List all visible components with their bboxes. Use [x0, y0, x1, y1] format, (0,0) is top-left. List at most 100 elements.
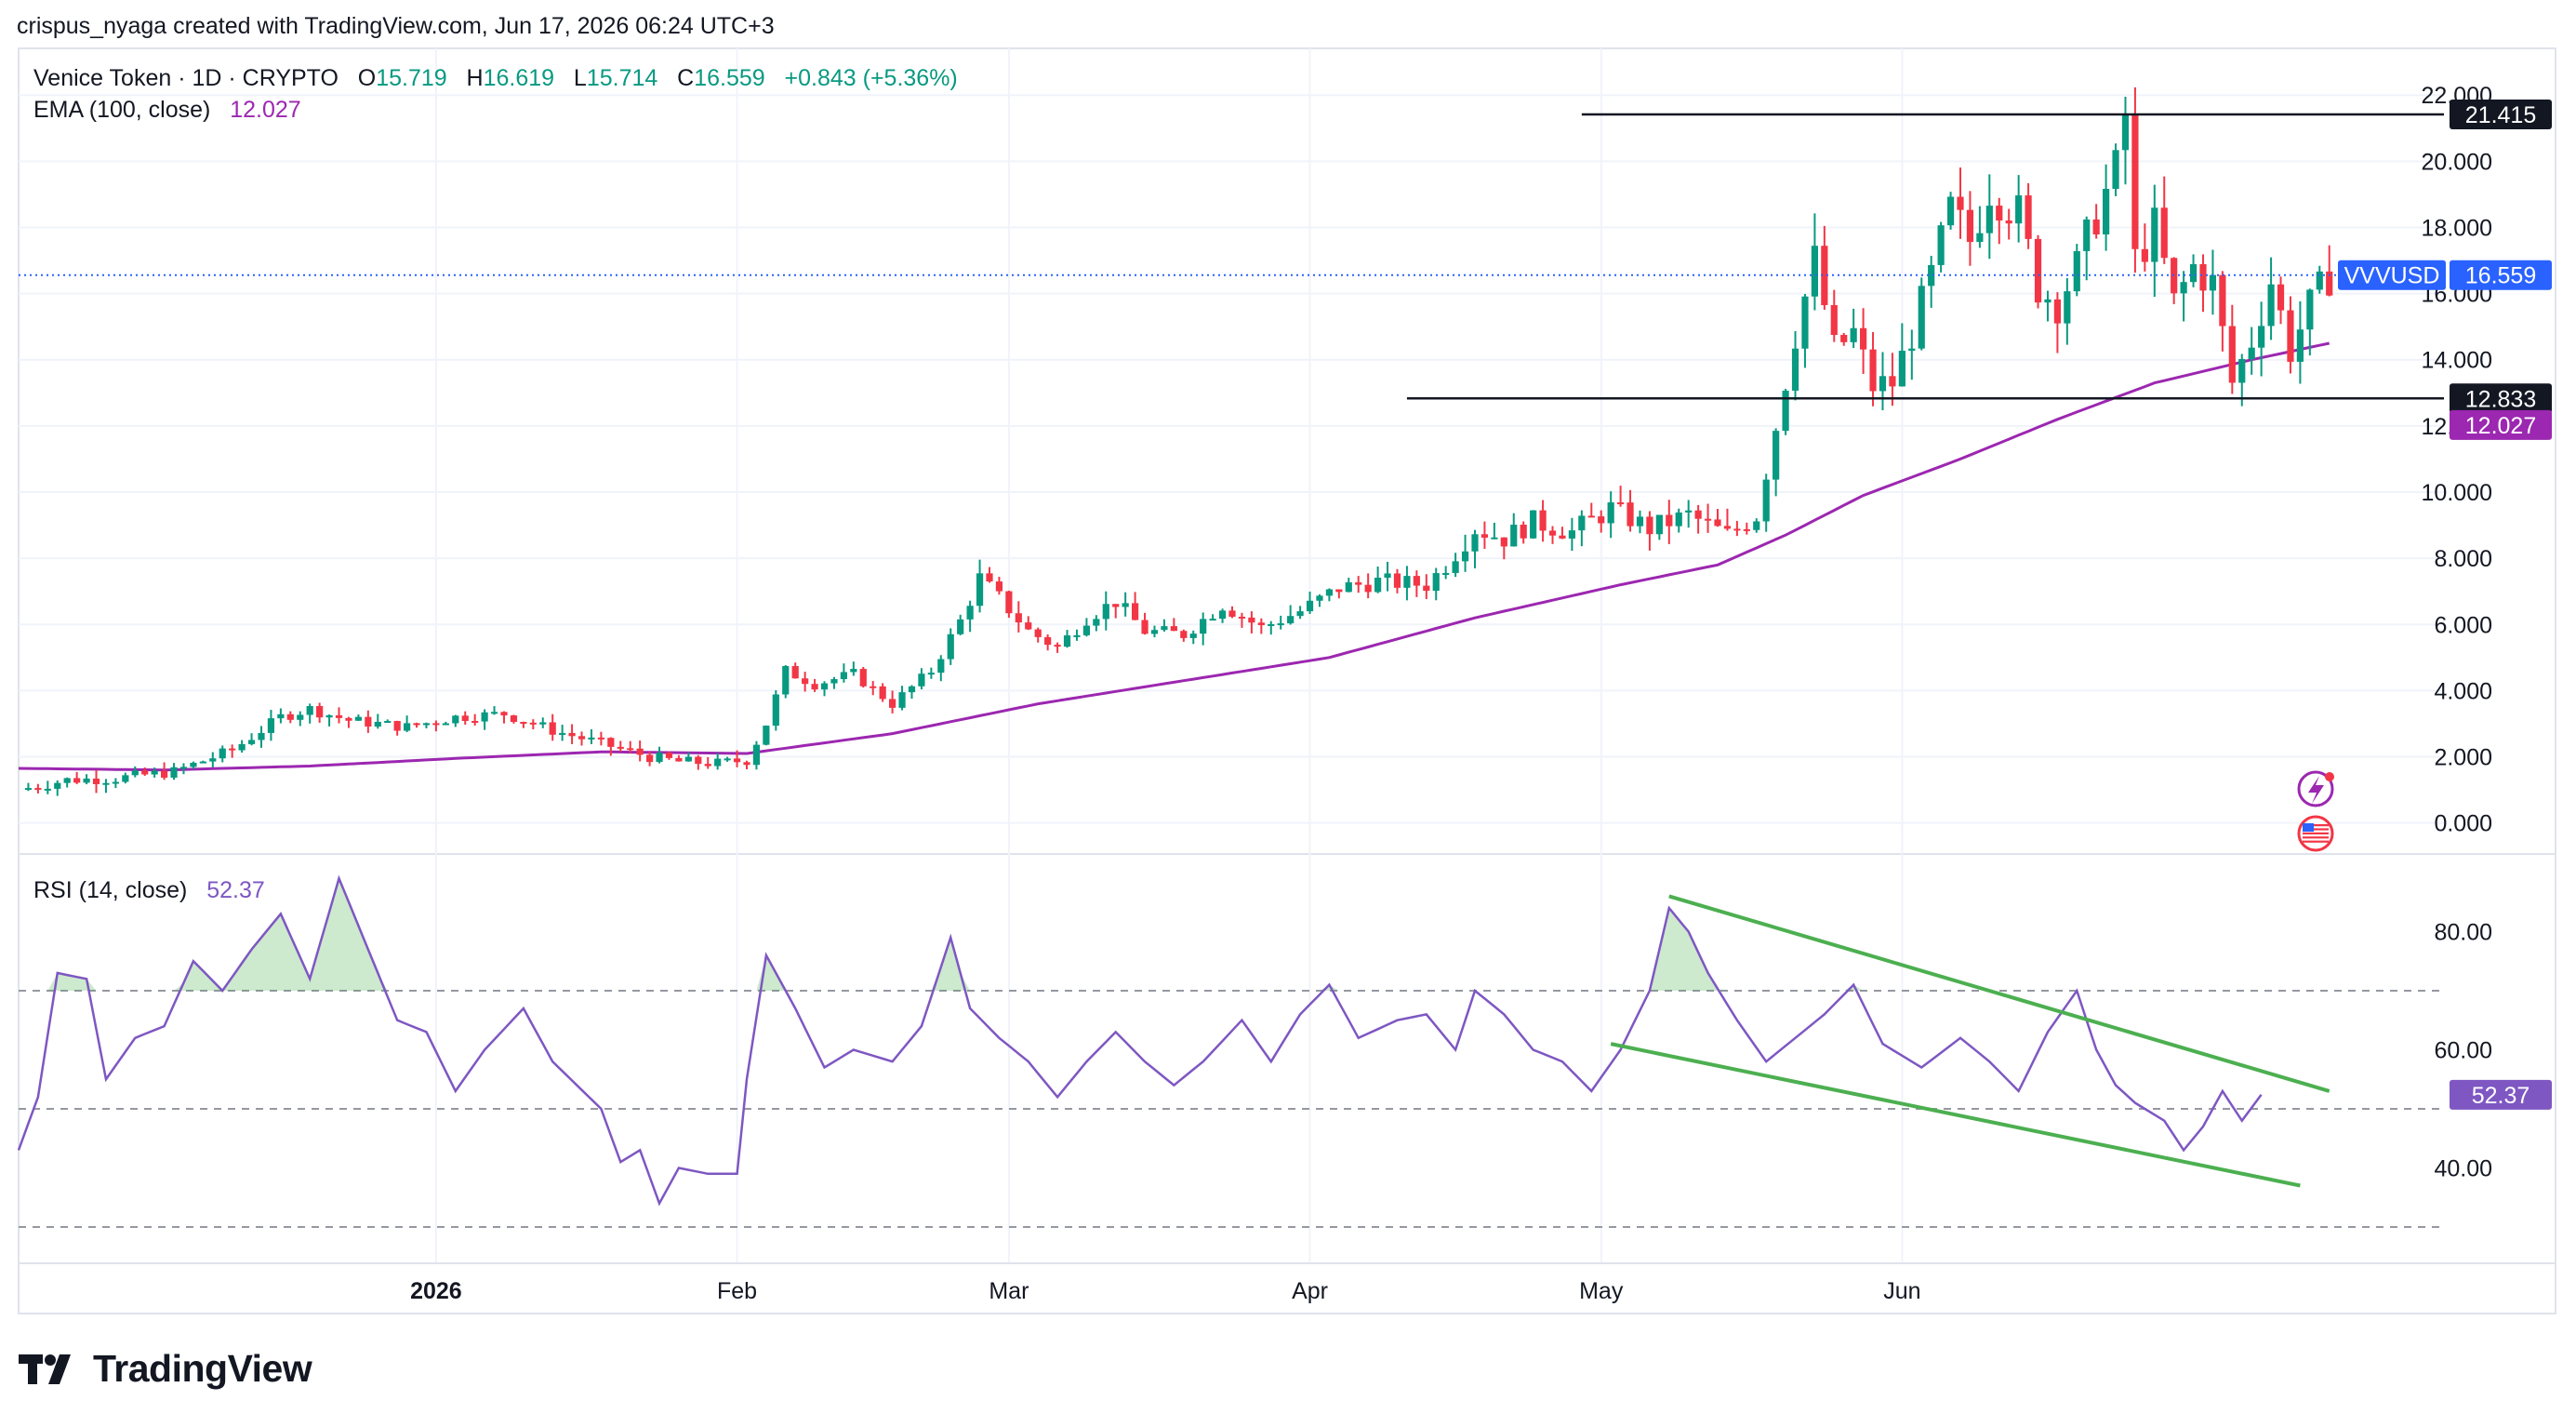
candle[interactable] — [1782, 388, 1789, 435]
candle[interactable] — [1762, 473, 1770, 532]
candle[interactable] — [432, 720, 440, 732]
candle[interactable] — [1694, 504, 1702, 534]
candle[interactable] — [927, 667, 935, 679]
candle[interactable] — [141, 767, 149, 777]
candle[interactable] — [2228, 304, 2236, 394]
candle[interactable] — [763, 725, 770, 746]
candle[interactable] — [1005, 590, 1013, 619]
candle[interactable] — [1607, 491, 1614, 539]
candle[interactable] — [2189, 254, 2198, 287]
candle[interactable] — [1442, 566, 1450, 580]
candle[interactable] — [2015, 175, 2023, 243]
candle[interactable] — [2326, 245, 2333, 297]
rsi-label[interactable]: RSI (14, close) — [33, 877, 188, 903]
candle[interactable] — [1578, 510, 1586, 547]
candle[interactable] — [1568, 517, 1575, 552]
candle[interactable] — [908, 685, 916, 700]
candle[interactable] — [2151, 184, 2158, 298]
candle[interactable] — [1238, 612, 1246, 628]
candle[interactable] — [1966, 191, 1974, 266]
candle[interactable] — [384, 719, 392, 724]
candle[interactable] — [1850, 308, 1857, 349]
candle[interactable] — [2219, 271, 2226, 352]
candle[interactable] — [1277, 615, 1284, 630]
candle[interactable] — [44, 780, 51, 794]
candle[interactable] — [1200, 612, 1207, 646]
candle[interactable] — [1345, 578, 1352, 593]
candle[interactable] — [1704, 503, 1712, 533]
candle[interactable] — [1801, 294, 1809, 368]
candle[interactable] — [2160, 176, 2168, 264]
candle[interactable] — [2121, 96, 2130, 185]
candle[interactable] — [1325, 588, 1333, 602]
candle[interactable] — [684, 752, 692, 762]
candle[interactable] — [179, 763, 188, 775]
candle[interactable] — [2267, 257, 2275, 340]
candle[interactable] — [782, 664, 790, 699]
candle[interactable] — [471, 714, 479, 726]
candle[interactable] — [646, 751, 654, 767]
candle[interactable] — [490, 706, 498, 715]
candle[interactable] — [73, 771, 81, 784]
candle[interactable] — [1976, 206, 1984, 248]
candle[interactable] — [354, 714, 362, 722]
candle[interactable] — [665, 751, 673, 760]
candle[interactable] — [957, 614, 964, 635]
candle[interactable] — [238, 740, 246, 754]
candle[interactable] — [1335, 589, 1343, 599]
candle[interactable] — [345, 716, 352, 728]
candle[interactable] — [1773, 428, 1780, 497]
candle[interactable] — [1491, 522, 1498, 540]
candle[interactable] — [714, 753, 722, 770]
candle[interactable] — [54, 780, 61, 796]
candle[interactable] — [1384, 561, 1391, 592]
candle[interactable] — [772, 690, 779, 731]
candle[interactable] — [1791, 330, 1799, 401]
candle[interactable] — [2103, 164, 2110, 251]
candle[interactable] — [1811, 213, 1818, 311]
candle[interactable] — [1860, 308, 1867, 374]
candle[interactable] — [112, 778, 119, 789]
candle[interactable] — [1150, 625, 1159, 638]
candle[interactable] — [976, 559, 984, 613]
candle[interactable] — [500, 711, 508, 724]
ema-legend[interactable]: EMA (100, close) 12.027 — [33, 97, 301, 124]
candle[interactable] — [1821, 225, 1828, 310]
symbol-name[interactable]: Venice Token · 1D · CRYPTO — [33, 65, 339, 91]
candle[interactable] — [1432, 567, 1440, 601]
candles-layer[interactable] — [24, 87, 2333, 796]
candle[interactable] — [1257, 618, 1265, 634]
candle[interactable] — [1946, 192, 1955, 230]
candle[interactable] — [791, 662, 799, 679]
candle[interactable] — [1355, 576, 1362, 593]
candle[interactable] — [1073, 629, 1081, 641]
candle[interactable] — [1228, 606, 1236, 619]
rsi-legend[interactable]: RSI (14, close) 52.37 — [33, 877, 265, 904]
candle[interactable] — [404, 715, 411, 732]
candle[interactable] — [2083, 216, 2091, 281]
candle[interactable] — [335, 707, 343, 724]
tradingview-brand[interactable]: TradingView — [19, 1347, 312, 1391]
candle[interactable] — [190, 761, 197, 769]
candle[interactable] — [559, 725, 566, 741]
candle[interactable] — [1132, 592, 1139, 620]
candle[interactable] — [1753, 518, 1760, 533]
candle[interactable] — [597, 731, 604, 746]
candle[interactable] — [2044, 290, 2052, 322]
rsi-pane[interactable] — [17, 874, 2444, 1228]
candle[interactable] — [1170, 618, 1177, 632]
candle[interactable] — [1743, 522, 1750, 535]
candle[interactable] — [1122, 592, 1129, 617]
candle[interactable] — [627, 740, 634, 754]
candle[interactable] — [1471, 529, 1479, 568]
candle[interactable] — [1548, 526, 1557, 544]
candle[interactable] — [2131, 87, 2139, 273]
candle[interactable] — [1268, 620, 1275, 635]
candle[interactable] — [1481, 521, 1489, 549]
candle[interactable] — [229, 744, 236, 758]
candle[interactable] — [481, 709, 488, 730]
candle[interactable] — [1636, 510, 1644, 534]
candle[interactable] — [656, 746, 663, 764]
candle[interactable] — [1898, 323, 1905, 387]
candle[interactable] — [1918, 277, 1925, 351]
